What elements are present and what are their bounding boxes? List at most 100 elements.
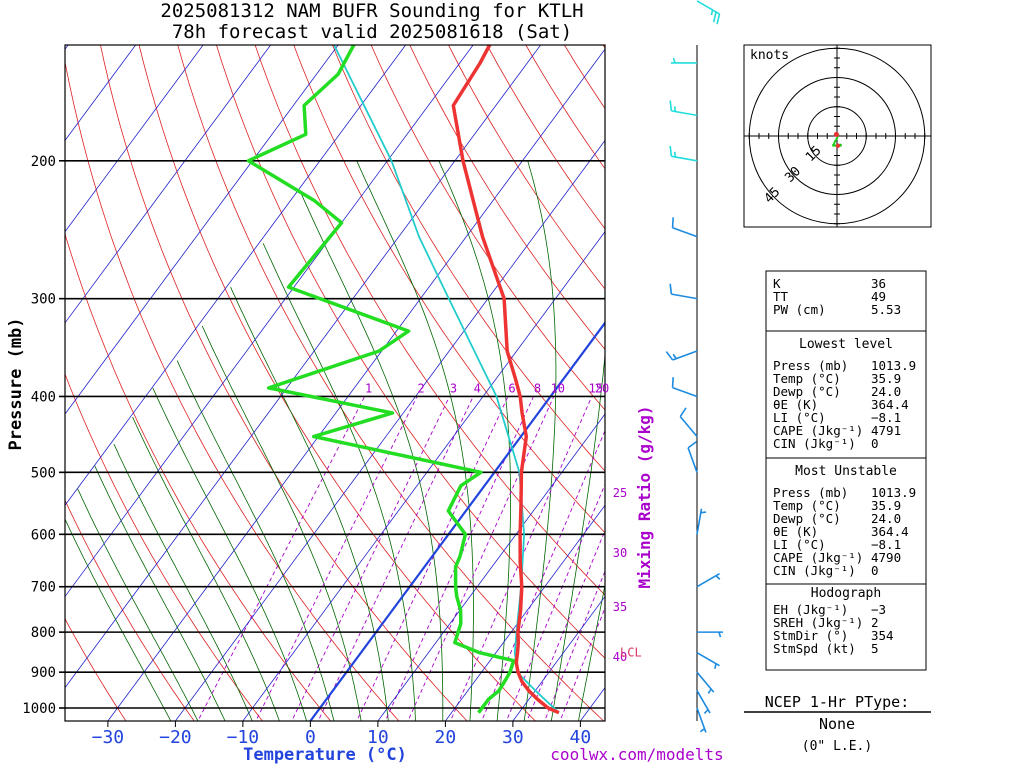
temperature-tick-label: 30	[502, 727, 524, 748]
isotherm-line	[377, 413, 605, 721]
wind-barb-staff	[696, 671, 715, 693]
stats-row-label: Dewp (°C)	[773, 511, 841, 526]
wind-barb-staff	[671, 110, 698, 117]
dry-adiabat-line	[332, 45, 605, 472]
stats-row-value: 0	[871, 436, 879, 451]
wind-barb-half	[672, 353, 677, 360]
wind-barb	[696, 508, 707, 535]
stats-row-label: EH (Jkg⁻¹)	[773, 602, 848, 617]
dry-adiabat-line	[100, 45, 468, 721]
skewt-frame	[64, 44, 606, 722]
mixing-ratio-line	[356, 396, 509, 721]
chart-subtitle: 78h forecast valid 2025081618 (Sat)	[172, 21, 572, 43]
stats-row-label: PW (cm)	[773, 302, 826, 317]
stats-table-frame	[765, 270, 927, 671]
stats-row-label: LI (°C)	[773, 410, 826, 425]
stats-row-label: StmSpd (kt)	[773, 641, 856, 656]
mixing-ratio-axis-label: Mixing Ratio (g/kg)	[635, 405, 654, 588]
dry-adiabat-line	[370, 45, 605, 411]
isotherm-line	[65, 45, 542, 689]
profiles	[246, 45, 560, 715]
mixing-ratio-tick-label: 30	[613, 546, 627, 560]
wind-barb-staff	[696, 573, 720, 588]
stats-row-value: 35.9	[871, 498, 901, 513]
wind-barb-staff	[672, 350, 698, 361]
moist-adiabat-line	[550, 351, 605, 721]
wind-barb-staff	[672, 227, 698, 238]
wind-barb	[687, 441, 698, 473]
pressure-tick-label: 600	[31, 527, 56, 543]
hodograph-point	[832, 143, 836, 147]
mixing-ratio-line	[255, 396, 418, 721]
temperature-tick-label: 0	[305, 727, 316, 748]
stats-row-label: Press (mb)	[773, 358, 848, 373]
wind-barb	[665, 350, 698, 361]
mixing-ratio-tick-label: 15	[589, 381, 603, 395]
wind-barb	[696, 0, 721, 25]
mixing-ratio-tick-label: 3	[450, 381, 457, 395]
stats-row-label: Dewp (°C)	[773, 384, 841, 399]
wind-barb-half	[707, 688, 712, 694]
wind-barb-half	[718, 631, 722, 638]
hodograph-origin-marker	[833, 131, 839, 137]
stats-row-label: TT	[773, 289, 789, 304]
stats-row-value: 24.0	[871, 511, 901, 526]
stats-row-value: 2	[871, 615, 879, 630]
moist-adiabat-line	[65, 518, 172, 721]
moist-adiabat-line	[356, 160, 474, 721]
dry-adiabat-line	[65, 499, 195, 721]
stats-row-label: CIN (Jkg⁻¹)	[773, 436, 856, 451]
stats-row-label: θE (K)	[773, 397, 818, 412]
pressure-tick-label: 800	[31, 625, 56, 641]
wind-barb	[696, 573, 721, 588]
wind-barb-staff	[696, 508, 703, 535]
wind-barb-staff	[696, 0, 720, 15]
mixing-ratio-tick-label: 4	[474, 381, 481, 395]
moist-adiabat-line	[578, 583, 605, 721]
wind-barb-full	[671, 377, 674, 388]
stats-row-label: Press (mb)	[773, 485, 848, 500]
stats-section-heading: Hodograph	[811, 586, 881, 601]
isotherms	[65, 45, 605, 721]
wind-barb	[671, 217, 698, 238]
wind-barb-staff	[671, 155, 698, 162]
stats-row-label: CIN (Jkg⁻¹)	[773, 563, 856, 578]
isotherm-line	[65, 45, 272, 324]
moist-adiabat-line	[262, 243, 416, 721]
stats-section-heading: Most Unstable	[795, 464, 897, 479]
stats-row-label: CAPE (Jkg⁻¹)	[773, 423, 863, 438]
wind-barb-full	[712, 11, 717, 23]
stats-row-value: 36	[871, 276, 886, 291]
mixing-ratio-line	[544, 570, 605, 721]
wind-barb	[696, 671, 715, 694]
isotherm-line	[65, 45, 474, 598]
stats-table: K 36 TT 49 PW (cm) 5.53 Lowest level Press (mb)…	[765, 270, 927, 671]
temperature-profile	[451, 45, 560, 715]
dry-adiabat-line	[254, 45, 605, 596]
pressure-tick-label: 700	[31, 580, 56, 596]
mixing-ratio-line	[291, 396, 450, 721]
dry-adiabat-line	[448, 45, 605, 290]
moist-adiabat-line	[113, 443, 253, 721]
mixing-ratio-line	[481, 429, 605, 721]
isotherm-line	[107, 48, 605, 721]
dry-adiabat-line	[65, 373, 263, 721]
isotherm-line	[174, 139, 605, 721]
wind-barb-staff	[672, 386, 698, 398]
wind-barb	[669, 283, 698, 300]
dry-adiabat-line	[409, 45, 605, 351]
x-axis-label: Temperature (°C)	[243, 745, 407, 765]
mixing-ratio-lines	[197, 396, 605, 721]
background-lines	[65, 45, 605, 721]
wind-barb	[697, 631, 723, 638]
mixing-ratio-tick-label: 6	[508, 381, 515, 395]
stats-row-value: 4790	[871, 550, 901, 565]
axes: 1002003004005006007008009001000−30−20−10…	[22, 44, 606, 748]
wind-barb	[669, 100, 698, 117]
dry-adiabat-line	[138, 45, 536, 721]
wind-barb-half	[715, 575, 721, 580]
stats-row-label: Temp (°C)	[773, 498, 841, 513]
chart-title: 2025081312 NAM BUFR Sounding for KTLH	[160, 0, 583, 22]
wind-barb-full	[679, 407, 687, 418]
